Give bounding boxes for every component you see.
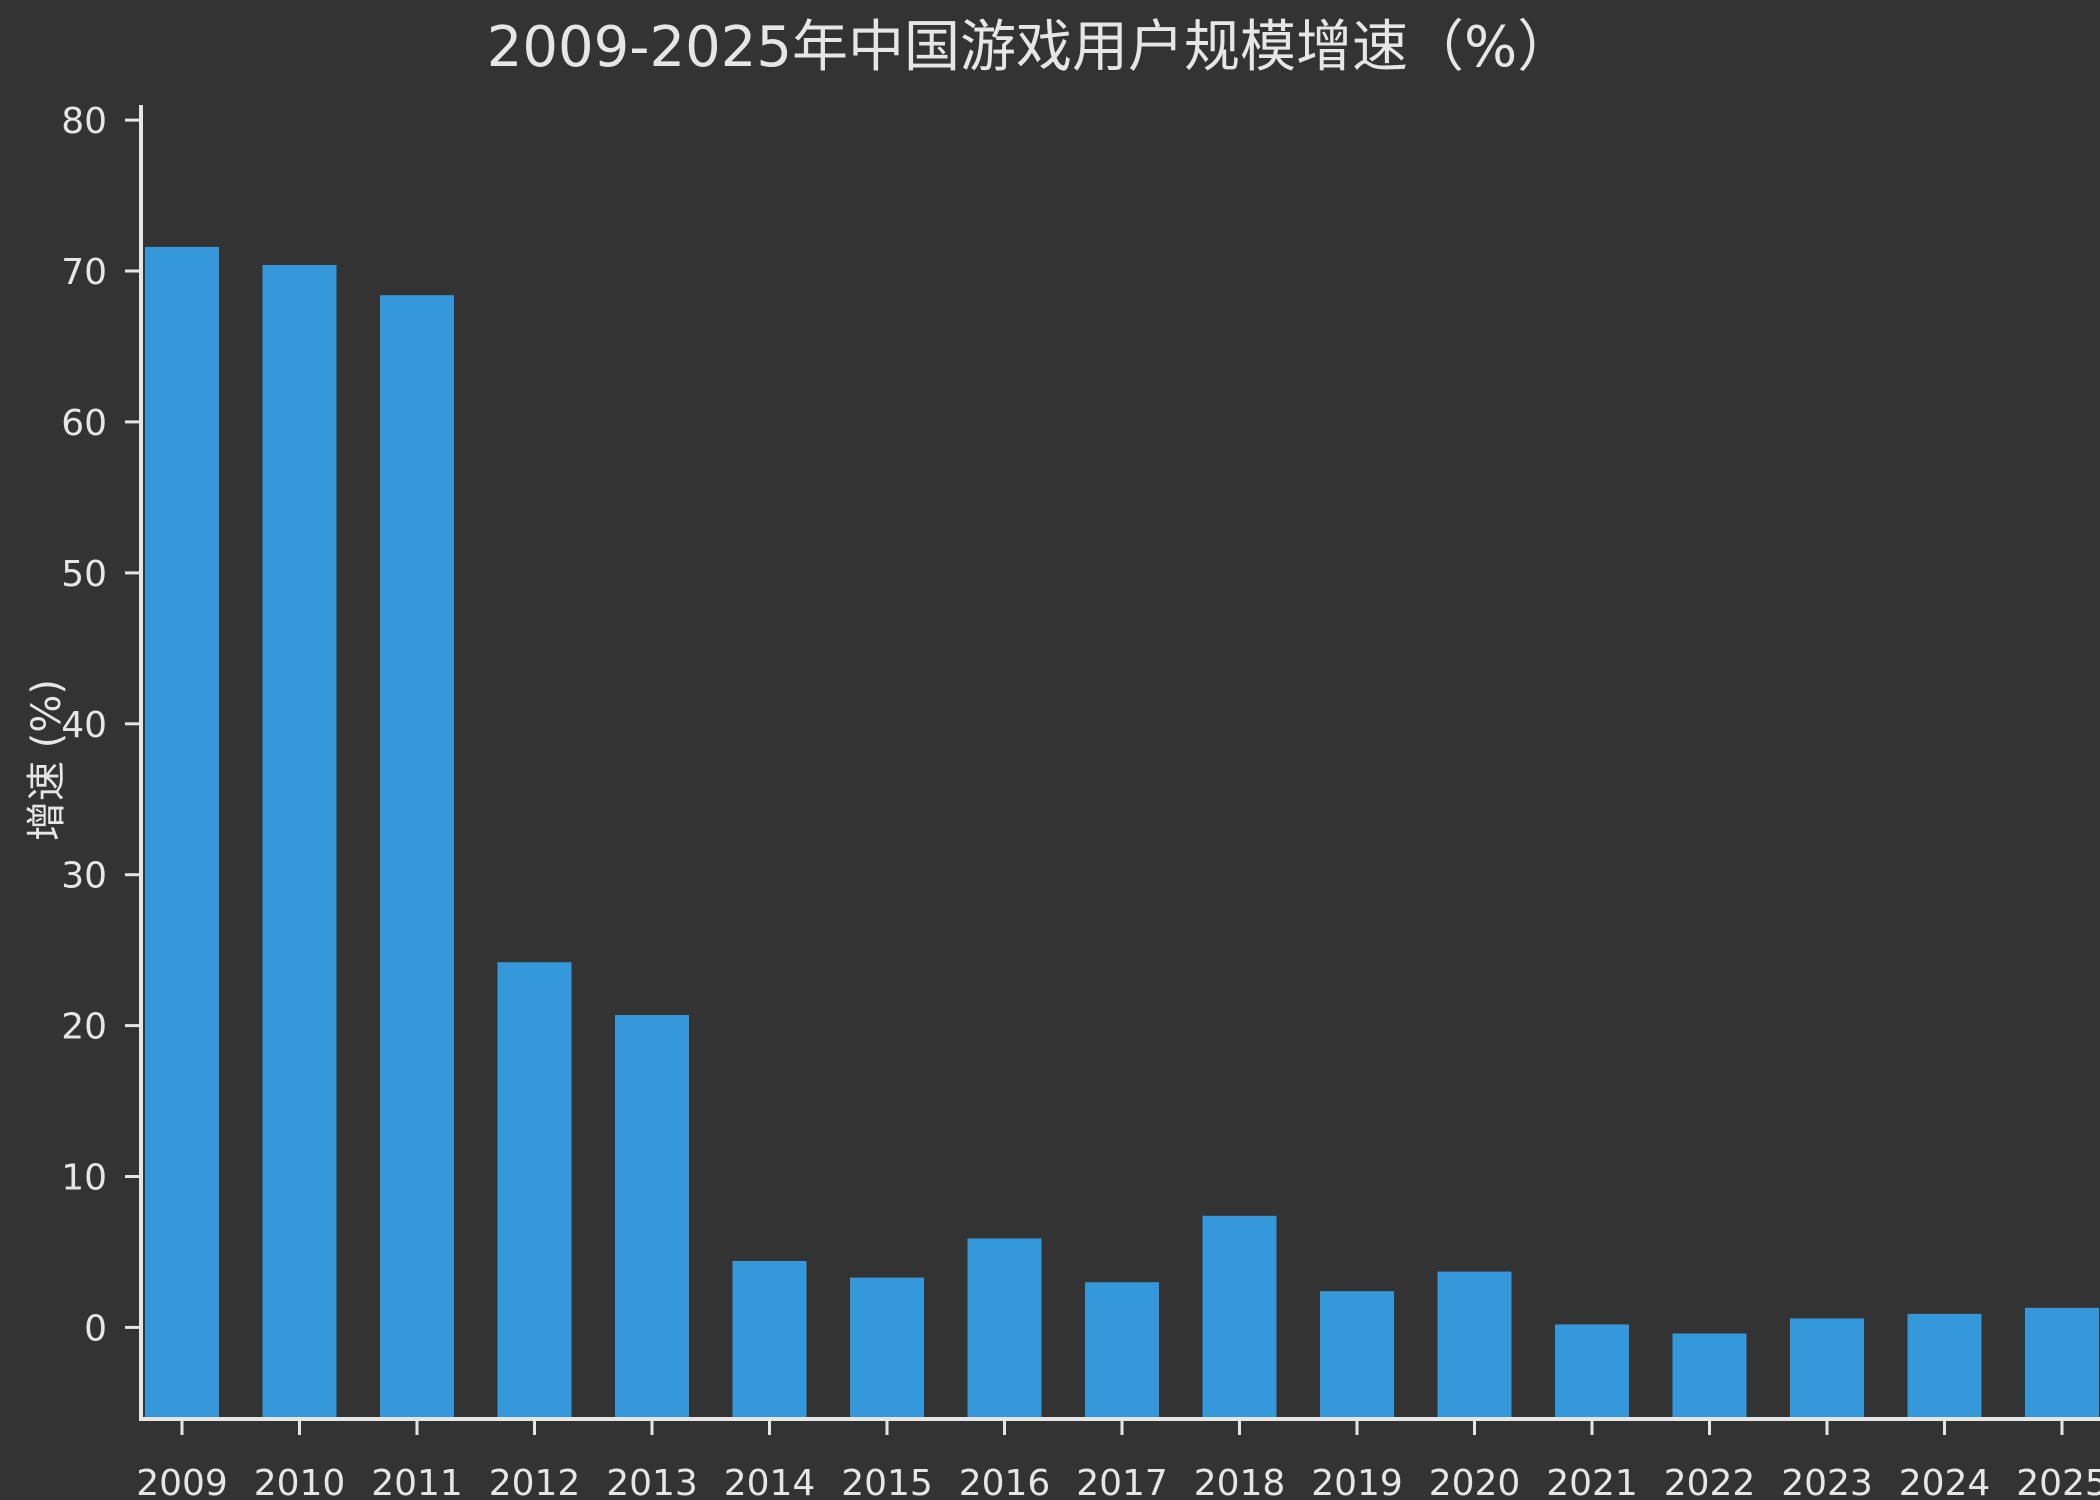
- bar-2009: [145, 246, 219, 1418]
- x-tick-label-2011: 2011: [371, 1463, 463, 1500]
- x-tick-label-2023: 2023: [1781, 1463, 1873, 1500]
- x-tick-label-2017: 2017: [1076, 1463, 1168, 1500]
- bar-2025: [2025, 1307, 2099, 1418]
- bar-2012: [497, 962, 572, 1418]
- chart-title: 2009-2025年中国游戏用户规模增速（%）: [487, 15, 1573, 80]
- bar-2019: [1320, 1291, 1394, 1418]
- y-tick-label-10: 10: [61, 1158, 107, 1199]
- axes-group: 0 10 20 30 40 50 60 70 80 2009 2010 2011 2012 2013 201…: [61, 101, 2100, 1500]
- x-tick-label-2015: 2015: [841, 1463, 933, 1500]
- bar-2013: [615, 1015, 689, 1418]
- bar-2022: [1672, 1333, 1747, 1418]
- y-tick-label-70: 70: [61, 252, 107, 293]
- bars-group: [145, 246, 2099, 1419]
- bar-2015: [850, 1277, 924, 1418]
- x-tick-label-2010: 2010: [254, 1463, 346, 1500]
- x-tick-label-2016: 2016: [959, 1463, 1051, 1500]
- y-tick-label-60: 60: [61, 403, 107, 444]
- bar-2014: [732, 1261, 807, 1418]
- bar-2018: [1202, 1215, 1277, 1418]
- y-tick-label-40: 40: [61, 705, 107, 746]
- bar-2021: [1555, 1324, 1629, 1418]
- y-tick-label-50: 50: [61, 554, 107, 595]
- bar-2017: [1085, 1282, 1159, 1418]
- x-tick-label-2012: 2012: [489, 1463, 581, 1500]
- bar-2011: [380, 295, 454, 1419]
- bar-2020: [1437, 1271, 1512, 1418]
- x-tick-label-2020: 2020: [1429, 1463, 1521, 1500]
- x-tick-label-2022: 2022: [1664, 1463, 1756, 1500]
- x-tick-label-2014: 2014: [724, 1463, 816, 1500]
- x-tick-label-2009: 2009: [136, 1463, 228, 1500]
- x-tick-label-2018: 2018: [1194, 1463, 1286, 1500]
- y-tick-label-30: 30: [61, 856, 107, 897]
- bar-2024: [1907, 1313, 1982, 1418]
- x-tick-label-2021: 2021: [1546, 1463, 1638, 1500]
- x-tick-label-2013: 2013: [606, 1463, 698, 1500]
- bar-2023: [1790, 1318, 1864, 1418]
- y-tick-label-80: 80: [61, 101, 107, 142]
- x-tick-label-2025: 2025: [2016, 1463, 2100, 1500]
- x-tick-label-2019: 2019: [1311, 1463, 1403, 1500]
- x-tick-label-2024: 2024: [1899, 1463, 1991, 1500]
- y-axis-label: 增速 (%): [24, 679, 70, 841]
- bar-2010: [262, 265, 337, 1418]
- bar-2016: [967, 1238, 1042, 1418]
- y-tick-label-0: 0: [84, 1308, 107, 1349]
- y-tick-label-20: 20: [61, 1007, 107, 1048]
